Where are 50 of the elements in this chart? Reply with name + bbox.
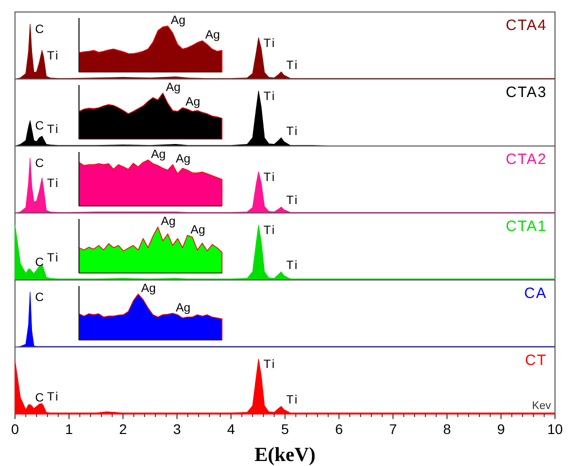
annotation: Kev xyxy=(532,400,552,412)
x-tick-label: 10 xyxy=(547,421,563,437)
annotation: Ag xyxy=(151,147,166,161)
text: CTA3 xyxy=(506,84,547,101)
text: CTA2 xyxy=(506,151,547,168)
annotation: C xyxy=(35,22,46,36)
annotation: Ag xyxy=(166,80,181,94)
x-axis-title: E(keV) xyxy=(254,444,316,466)
annotation: C xyxy=(35,118,46,133)
annotation: Ti xyxy=(264,357,276,371)
annotation: Ag xyxy=(176,152,190,166)
annotation: C xyxy=(35,390,46,405)
annotation: Ti xyxy=(47,48,60,62)
annotation: Ag xyxy=(176,300,190,314)
annotation: Ti xyxy=(47,250,60,265)
annotation: Ti xyxy=(47,176,60,190)
annotation: Ti xyxy=(264,170,276,184)
x-tick-label: 3 xyxy=(173,421,182,437)
annotation: Ag xyxy=(141,281,156,295)
annotation: Ag xyxy=(205,28,220,42)
x-tick-label: 2 xyxy=(119,421,128,437)
annotation: Ti xyxy=(286,58,299,72)
annotation: C xyxy=(35,255,46,269)
x-tick-label: 8 xyxy=(443,421,452,437)
x-tick-label: 6 xyxy=(335,421,344,437)
annotation: Ti xyxy=(286,192,299,207)
annotation: C xyxy=(35,156,46,170)
annotation: Ti xyxy=(286,258,299,272)
annotation: Ag xyxy=(190,222,206,236)
x-tick-label: 4 xyxy=(227,421,236,437)
annotation: C xyxy=(35,290,46,304)
x-tick-label: 0 xyxy=(11,421,20,437)
x-tick-label: 5 xyxy=(281,421,290,437)
annotation: Ag xyxy=(186,94,200,109)
x-tick-label: 9 xyxy=(497,421,506,437)
annotation: Ti xyxy=(264,89,276,103)
annotation: Ti xyxy=(286,124,299,138)
text: CTA1 xyxy=(506,218,547,235)
annotation: Ti xyxy=(47,390,60,404)
annotation: Ag xyxy=(170,13,186,27)
annotation: Ti xyxy=(264,36,276,50)
text: CT xyxy=(525,352,547,369)
annotation: Ti xyxy=(264,223,276,237)
annotation: Ag xyxy=(160,214,176,228)
x-tick-label: 1 xyxy=(65,421,74,437)
annotation: Ti xyxy=(286,392,299,406)
annotation: Ti xyxy=(47,122,60,136)
x-tick-label: 7 xyxy=(389,421,398,437)
text: CA xyxy=(524,285,547,302)
text: CTA4 xyxy=(506,17,547,34)
